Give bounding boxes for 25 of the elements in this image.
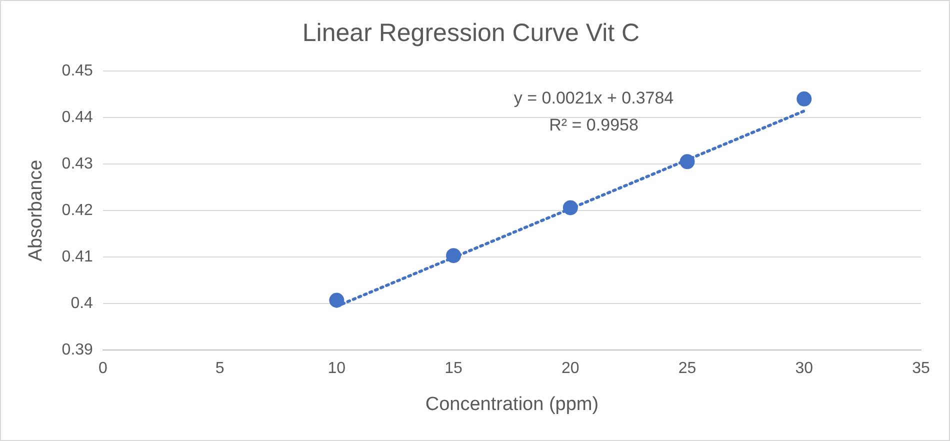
x-tick-label: 15	[444, 360, 463, 378]
y-tick-label: 0.45	[62, 62, 94, 80]
annotation: R² = 0.9958	[549, 116, 638, 135]
x-tick-label: 35	[912, 360, 930, 378]
x-tick-label: 5	[215, 360, 224, 378]
y-tick-label: 0.44	[62, 108, 94, 126]
point	[446, 248, 462, 264]
x-axis-title: Concentration (ppm)	[425, 394, 599, 415]
y-tick-label: 0.39	[62, 341, 94, 358]
y-axis-title: Absorbance	[26, 160, 47, 262]
annotation: y = 0.0021x + 0.3784	[514, 88, 674, 108]
x-tick-label: 25	[678, 360, 696, 378]
y-tick-label: 0.42	[62, 202, 94, 219]
chart-title: Linear Regression Curve Vit C	[302, 18, 640, 47]
y-tick-label: 0.41	[62, 248, 94, 266]
x-tick-label: 0	[98, 360, 108, 378]
point	[329, 292, 344, 308]
x-tick-label: 10	[328, 360, 346, 378]
x-tick-label: 30	[795, 360, 814, 378]
point	[562, 200, 578, 216]
x-tick-label: 20	[562, 360, 580, 378]
y-tick-label: 0.4	[70, 294, 94, 312]
point	[680, 154, 695, 170]
point	[796, 91, 812, 106]
y-tick-label: 0.43	[62, 155, 94, 172]
